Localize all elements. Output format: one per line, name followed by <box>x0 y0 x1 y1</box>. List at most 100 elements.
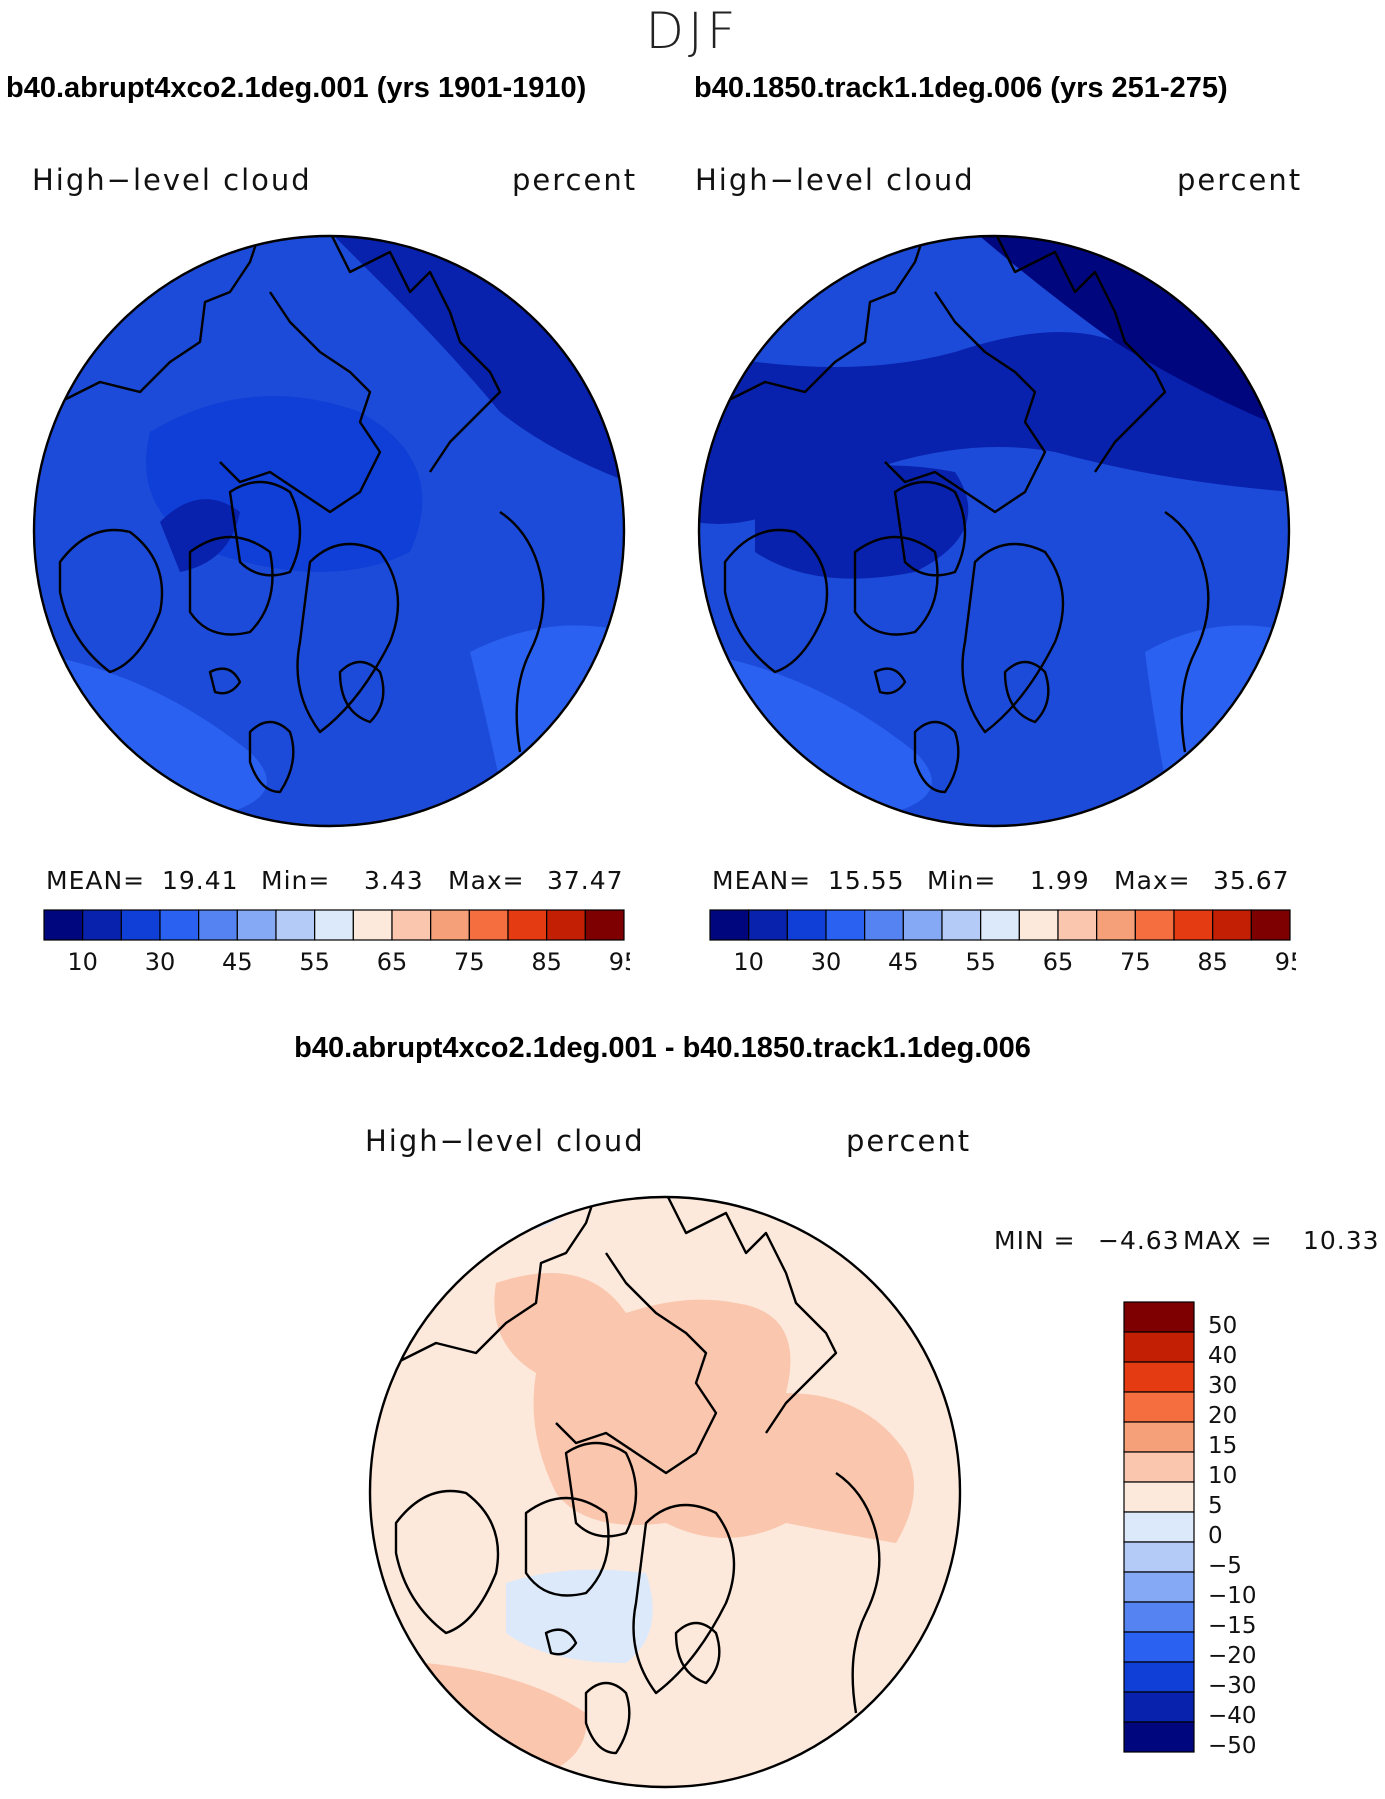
colorbar-tick-label: 65 <box>1043 948 1074 976</box>
panel2-mean-label: MEAN= <box>712 866 812 895</box>
colorbar-tick-label: 0 <box>1208 1523 1223 1549</box>
panel2-run-title: b40.1850.track1.1deg.006 (yrs 251-275) <box>694 72 1228 104</box>
colorbar-swatch <box>82 909 122 941</box>
colorbar-swatch <box>709 909 750 941</box>
coastlines <box>34 236 545 794</box>
colorbar-tick-label: 75 <box>454 948 485 976</box>
colorbar-swatch <box>1096 909 1136 941</box>
colorbar-swatch <box>1134 909 1175 941</box>
colorbar-tick-label: 20 <box>1208 1403 1237 1429</box>
colorbar-swatch <box>468 909 509 941</box>
colorbar-swatch <box>1057 909 1098 941</box>
colorbar-swatch <box>980 909 1020 941</box>
colorbar-tick-label: 85 <box>1197 948 1228 976</box>
colorbar-swatch <box>1173 909 1214 941</box>
diff-units-label: percent <box>846 1124 972 1158</box>
colorbar-tick-label: −10 <box>1208 1583 1257 1609</box>
panel2-max-value: 35.67 <box>1213 866 1290 895</box>
colorbar-tick-label: 30 <box>1208 1373 1237 1399</box>
contour-region-30-40 <box>1145 625 1289 826</box>
colorbar-tick-label: −30 <box>1208 1673 1257 1699</box>
season-title: DJF <box>645 2 740 60</box>
diff-max-value: 10.33 <box>1303 1226 1380 1255</box>
colorbar-tick-label: 55 <box>965 948 996 976</box>
colorbar-tick-label: 10 <box>67 948 98 976</box>
colorbar-swatch <box>1123 1721 1195 1753</box>
panel1-max-label: Max= <box>448 866 525 895</box>
colorbar-swatch <box>584 909 625 941</box>
contour-region-10-20 <box>755 465 969 579</box>
panel1-units-label: percent <box>512 163 638 197</box>
diff-title: b40.abrupt4xco2.1deg.001 - b40.1850.trac… <box>294 1032 1031 1064</box>
colorbar-swatch <box>314 909 354 941</box>
coastlines <box>370 1197 881 1755</box>
colorbar-swatch <box>1123 1571 1195 1603</box>
colorbar-swatch <box>1123 1541 1195 1573</box>
colorbar-tick-label: 95 <box>609 948 630 976</box>
map-boundary <box>368 1195 962 1789</box>
colorbar-swatch <box>1123 1691 1195 1723</box>
contour-region-10-20 <box>160 499 240 572</box>
colorbar-tick-label: 55 <box>299 948 330 976</box>
colorbar-tick-label: −20 <box>1208 1643 1257 1669</box>
colorbar-tick-label: 10 <box>1208 1463 1237 1489</box>
colorbar-swatch <box>1018 909 1059 941</box>
colorbar-swatch <box>786 909 827 941</box>
colorbar-swatch <box>902 909 943 941</box>
colorbar-tick-label: −15 <box>1208 1613 1257 1639</box>
colorbar-swatch <box>120 909 161 941</box>
colorbar-tick-label: 30 <box>811 948 842 976</box>
colorbar-swatch <box>430 909 470 941</box>
panel2-mean-value: 15.55 <box>828 866 905 895</box>
colorbar-swatch <box>159 909 200 941</box>
colorbar-swatch <box>546 909 586 941</box>
colorbar-swatch <box>1123 1421 1195 1453</box>
colorbar-swatch <box>1123 1481 1195 1513</box>
colorbar-tick-label: 50 <box>1208 1313 1237 1339</box>
colorbar-swatch <box>1123 1361 1195 1393</box>
contour-region-neg5-0 <box>506 1569 653 1663</box>
colorbar-swatch <box>941 909 982 941</box>
colorbar-tick-label: −50 <box>1208 1733 1257 1759</box>
panel2-max-label: Max= <box>1114 866 1191 895</box>
panel2-polar-map <box>697 234 1291 828</box>
colorbar-swatch <box>864 909 904 941</box>
panel2-units-label: percent <box>1177 163 1303 197</box>
colorbar-tick-label: 95 <box>1275 948 1296 976</box>
panel2-variable-label: High−level cloud <box>695 163 975 197</box>
colorbar-swatch <box>275 909 316 941</box>
panel1-min-label: Min= <box>261 866 331 895</box>
map-boundary <box>32 234 626 828</box>
diff-polar-map <box>368 1195 962 1789</box>
colorbar-swatch <box>1123 1451 1195 1483</box>
panel2-min-label: Min= <box>927 866 997 895</box>
colorbar-tick-label: 10 <box>733 948 764 976</box>
colorbar-tick-label: 45 <box>222 948 253 976</box>
colorbar-swatch <box>1123 1391 1195 1423</box>
colorbar-swatch <box>1123 1601 1195 1633</box>
colorbar-tick-label: 30 <box>145 948 176 976</box>
panel1-colorbar: 10 30 45 55 65 75 85 95 <box>43 909 630 976</box>
diff-variable-label: High−level cloud <box>365 1124 645 1158</box>
panel2-min-value: 1.99 <box>1030 866 1090 895</box>
colorbar-tick-label: 45 <box>888 948 919 976</box>
colorbar-swatch <box>43 909 84 941</box>
panel1-variable-label: High−level cloud <box>32 163 312 197</box>
panel1-run-title: b40.abrupt4xco2.1deg.001 (yrs 1901-1910) <box>6 72 587 104</box>
colorbar-swatch <box>198 909 238 941</box>
colorbar-swatch <box>825 909 866 941</box>
colorbar-swatch <box>1123 1631 1195 1663</box>
map-boundary <box>697 234 1291 828</box>
colorbar-tick-label: −5 <box>1208 1553 1242 1579</box>
colorbar-swatch <box>352 909 393 941</box>
panel1-polar-map <box>32 234 626 828</box>
colorbar-tick-label: 5 <box>1208 1493 1223 1519</box>
colorbar-swatch <box>1123 1301 1195 1333</box>
panel2-colorbar: 10 30 45 55 65 75 85 95 <box>709 909 1296 976</box>
panel1-mean-label: MEAN= <box>46 866 146 895</box>
colorbar-swatch <box>1250 909 1291 941</box>
coastlines <box>699 236 1210 794</box>
colorbar-swatch <box>1123 1661 1195 1693</box>
colorbar-swatch <box>507 909 548 941</box>
